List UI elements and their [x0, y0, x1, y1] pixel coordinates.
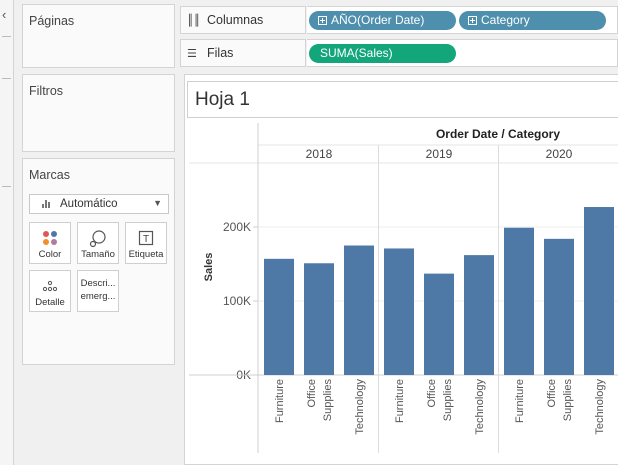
tooltip-mark-button[interactable]: Descri... emerg... [77, 270, 119, 312]
columns-shelf-label-box: ║║ Columnas [180, 6, 306, 34]
size-mark-button[interactable]: Tamaño [77, 222, 119, 264]
category-tick-label: Technology [474, 379, 486, 435]
pill-label: SUMA(Sales) [320, 46, 393, 60]
bar-2020-office-supplies [544, 238, 574, 375]
bar-2019-office-supplies [424, 273, 454, 375]
category-tick-label: Supplies [322, 379, 334, 422]
divider [2, 36, 11, 37]
marks-card-title: Marcas [29, 168, 70, 182]
left-collapsed-strip: ‹ [0, 0, 14, 465]
filters-card-title: Filtros [29, 84, 64, 98]
size-icon [89, 230, 106, 248]
year-order-date-pill[interactable]: AÑO(Order Date) [309, 11, 456, 30]
filters-card[interactable]: Filtros [22, 74, 175, 152]
divider [2, 78, 11, 79]
sum-sales-pill[interactable]: SUMA(Sales) [309, 44, 456, 63]
category-tick-label: Furniture [394, 379, 406, 423]
y-tick-label: 100K [223, 294, 251, 308]
category-tick-label: Technology [594, 379, 606, 435]
tooltip-mark-label-line1: Descri... [80, 278, 116, 289]
columns-icon: ║║ [187, 14, 201, 27]
svg-text:T: T [143, 234, 149, 245]
rows-drop-zone[interactable]: SUMA(Sales) [307, 39, 618, 67]
category-tick-label: Office [306, 379, 318, 408]
text-label-icon: T [138, 230, 154, 246]
category-tick-label: Furniture [514, 379, 526, 423]
worksheet-view: Hoja 1 Order Date / Category 2018 2019 2020… [184, 74, 618, 465]
detail-mark-label: Detalle [35, 297, 65, 308]
divider [2, 186, 11, 187]
detail-mark-button[interactable]: Detalle [29, 270, 71, 312]
columns-shelf: ║║ Columnas AÑO(Order Date) Category [180, 6, 618, 34]
tooltip-mark-label-line2: emerg... [80, 291, 116, 302]
category-tick-label: Supplies [562, 379, 574, 422]
y-axis-title: Sales [203, 253, 215, 282]
chevron-down-icon: ▼ [153, 198, 162, 208]
bar-2018-office-supplies [304, 263, 334, 375]
label-mark-button[interactable]: T Etiqueta [125, 222, 167, 264]
pages-card[interactable]: Páginas [22, 4, 175, 68]
bar-2019-furniture [384, 248, 414, 375]
cards-column: Páginas Filtros Marcas Automático ▼ Colo… [14, 0, 180, 465]
sheet-title-box[interactable]: Hoja 1 [187, 81, 618, 118]
y-tick-label: 200K [223, 220, 251, 234]
color-palette-icon [43, 231, 57, 245]
columns-drop-zone[interactable]: AÑO(Order Date) Category [307, 6, 618, 34]
bar-2020-furniture [504, 227, 534, 375]
rows-shelf: ☰ Filas SUMA(Sales) [180, 39, 618, 67]
pill-label: Category [481, 13, 530, 27]
worksheet-area: ║║ Columnas AÑO(Order Date) Category ☰ F… [180, 0, 618, 465]
pages-card-title: Páginas [29, 14, 75, 28]
detail-dots-icon [42, 280, 58, 292]
label-mark-label: Etiqueta [128, 249, 164, 260]
rows-shelf-label-box: ☰ Filas [180, 39, 306, 67]
year-header-2019: 2019 [426, 147, 453, 161]
columns-shelf-label: Columnas [207, 13, 264, 27]
category-tick-label: Technology [354, 379, 366, 435]
expand-plus-icon[interactable] [468, 16, 477, 25]
chevron-left-icon[interactable]: ‹ [2, 7, 7, 22]
bar-2018-technology [344, 245, 374, 375]
bar-2018-furniture [264, 258, 294, 375]
size-mark-label: Tamaño [81, 249, 115, 260]
rows-shelf-label: Filas [207, 46, 234, 60]
marks-card: Marcas Automático ▼ Color Tamaño [22, 158, 175, 365]
category-tick-label: Office [546, 379, 558, 408]
expand-plus-icon[interactable] [318, 16, 327, 25]
bar-2019-technology [464, 255, 494, 375]
category-tick-label: Office [426, 379, 438, 408]
bar-2020-technology [584, 207, 614, 375]
sheet-title: Hoja 1 [195, 89, 250, 110]
category-tick-label: Furniture [274, 379, 286, 423]
pill-label: AÑO(Order Date) [331, 13, 425, 27]
year-header-2018: 2018 [306, 147, 333, 161]
column-header-title: Order Date / Category [436, 127, 560, 141]
bar-chart-icon [42, 200, 52, 208]
category-tick-label: Supplies [442, 379, 454, 422]
color-mark-button[interactable]: Color [29, 222, 71, 264]
mark-type-value: Automático [60, 198, 118, 210]
color-mark-label: Color [38, 249, 62, 260]
rows-icon: ☰ [187, 47, 197, 60]
year-header-2020: 2020 [546, 147, 573, 161]
category-pill[interactable]: Category [459, 11, 606, 30]
mark-type-dropdown[interactable]: Automático ▼ [29, 194, 169, 214]
